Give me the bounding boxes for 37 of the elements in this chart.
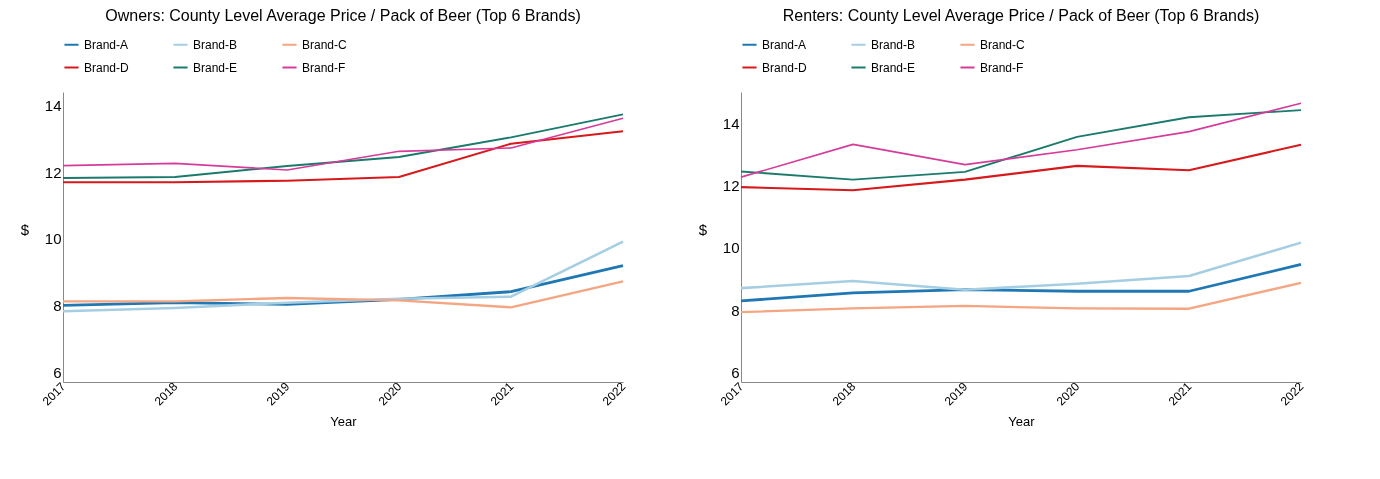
y-axis-title: $: [20, 220, 30, 238]
y-tick-label: 10: [722, 239, 740, 257]
legend-label: Brand-B: [871, 37, 916, 52]
line-series: [62, 117, 624, 171]
x-axis-title: Year: [330, 413, 358, 429]
y-tick-label: 6: [53, 363, 62, 381]
y-tick-label: 12: [722, 177, 740, 195]
legend-label: Brand-F: [302, 60, 346, 75]
line-series: [739, 263, 1303, 303]
legend-label: Brand-C: [980, 37, 1026, 52]
x-axis-title: Year: [1008, 413, 1036, 429]
y-axis-title: $: [698, 220, 708, 238]
line-series: [62, 113, 624, 179]
legend-label: Brand-E: [193, 60, 238, 75]
legend-label: Brand-D: [84, 60, 130, 75]
legend-label: Brand-A: [84, 37, 129, 52]
line-series: [739, 281, 1303, 314]
line-series: [61, 130, 625, 184]
legend-label: Brand-C: [302, 37, 348, 52]
y-tick-label: 8: [731, 301, 740, 319]
line-series: [739, 241, 1303, 291]
line-series: [61, 280, 625, 309]
line-series: [61, 240, 625, 313]
line-series: [739, 143, 1303, 192]
y-tick-label: 12: [44, 163, 62, 181]
y-tick-label: 10: [44, 230, 62, 248]
y-tick-label: 8: [53, 296, 62, 314]
chart-title: Renters: County Level Average Price / Pack of Beer (Top 6 Brands): [782, 7, 1260, 24]
y-tick-label: 14: [44, 96, 62, 114]
chart-title: Owners: County Level Average Price / Pack of Beer (Top 6 Brands): [105, 7, 581, 24]
legend-label: Brand-F: [980, 60, 1024, 75]
legend-label: Brand-A: [762, 37, 807, 52]
y-tick-label: 14: [722, 114, 740, 132]
legend-label: Brand-B: [193, 37, 238, 52]
y-tick-label: 6: [731, 364, 740, 382]
legend-label: Brand-D: [762, 60, 808, 75]
legend-label: Brand-E: [871, 60, 916, 75]
